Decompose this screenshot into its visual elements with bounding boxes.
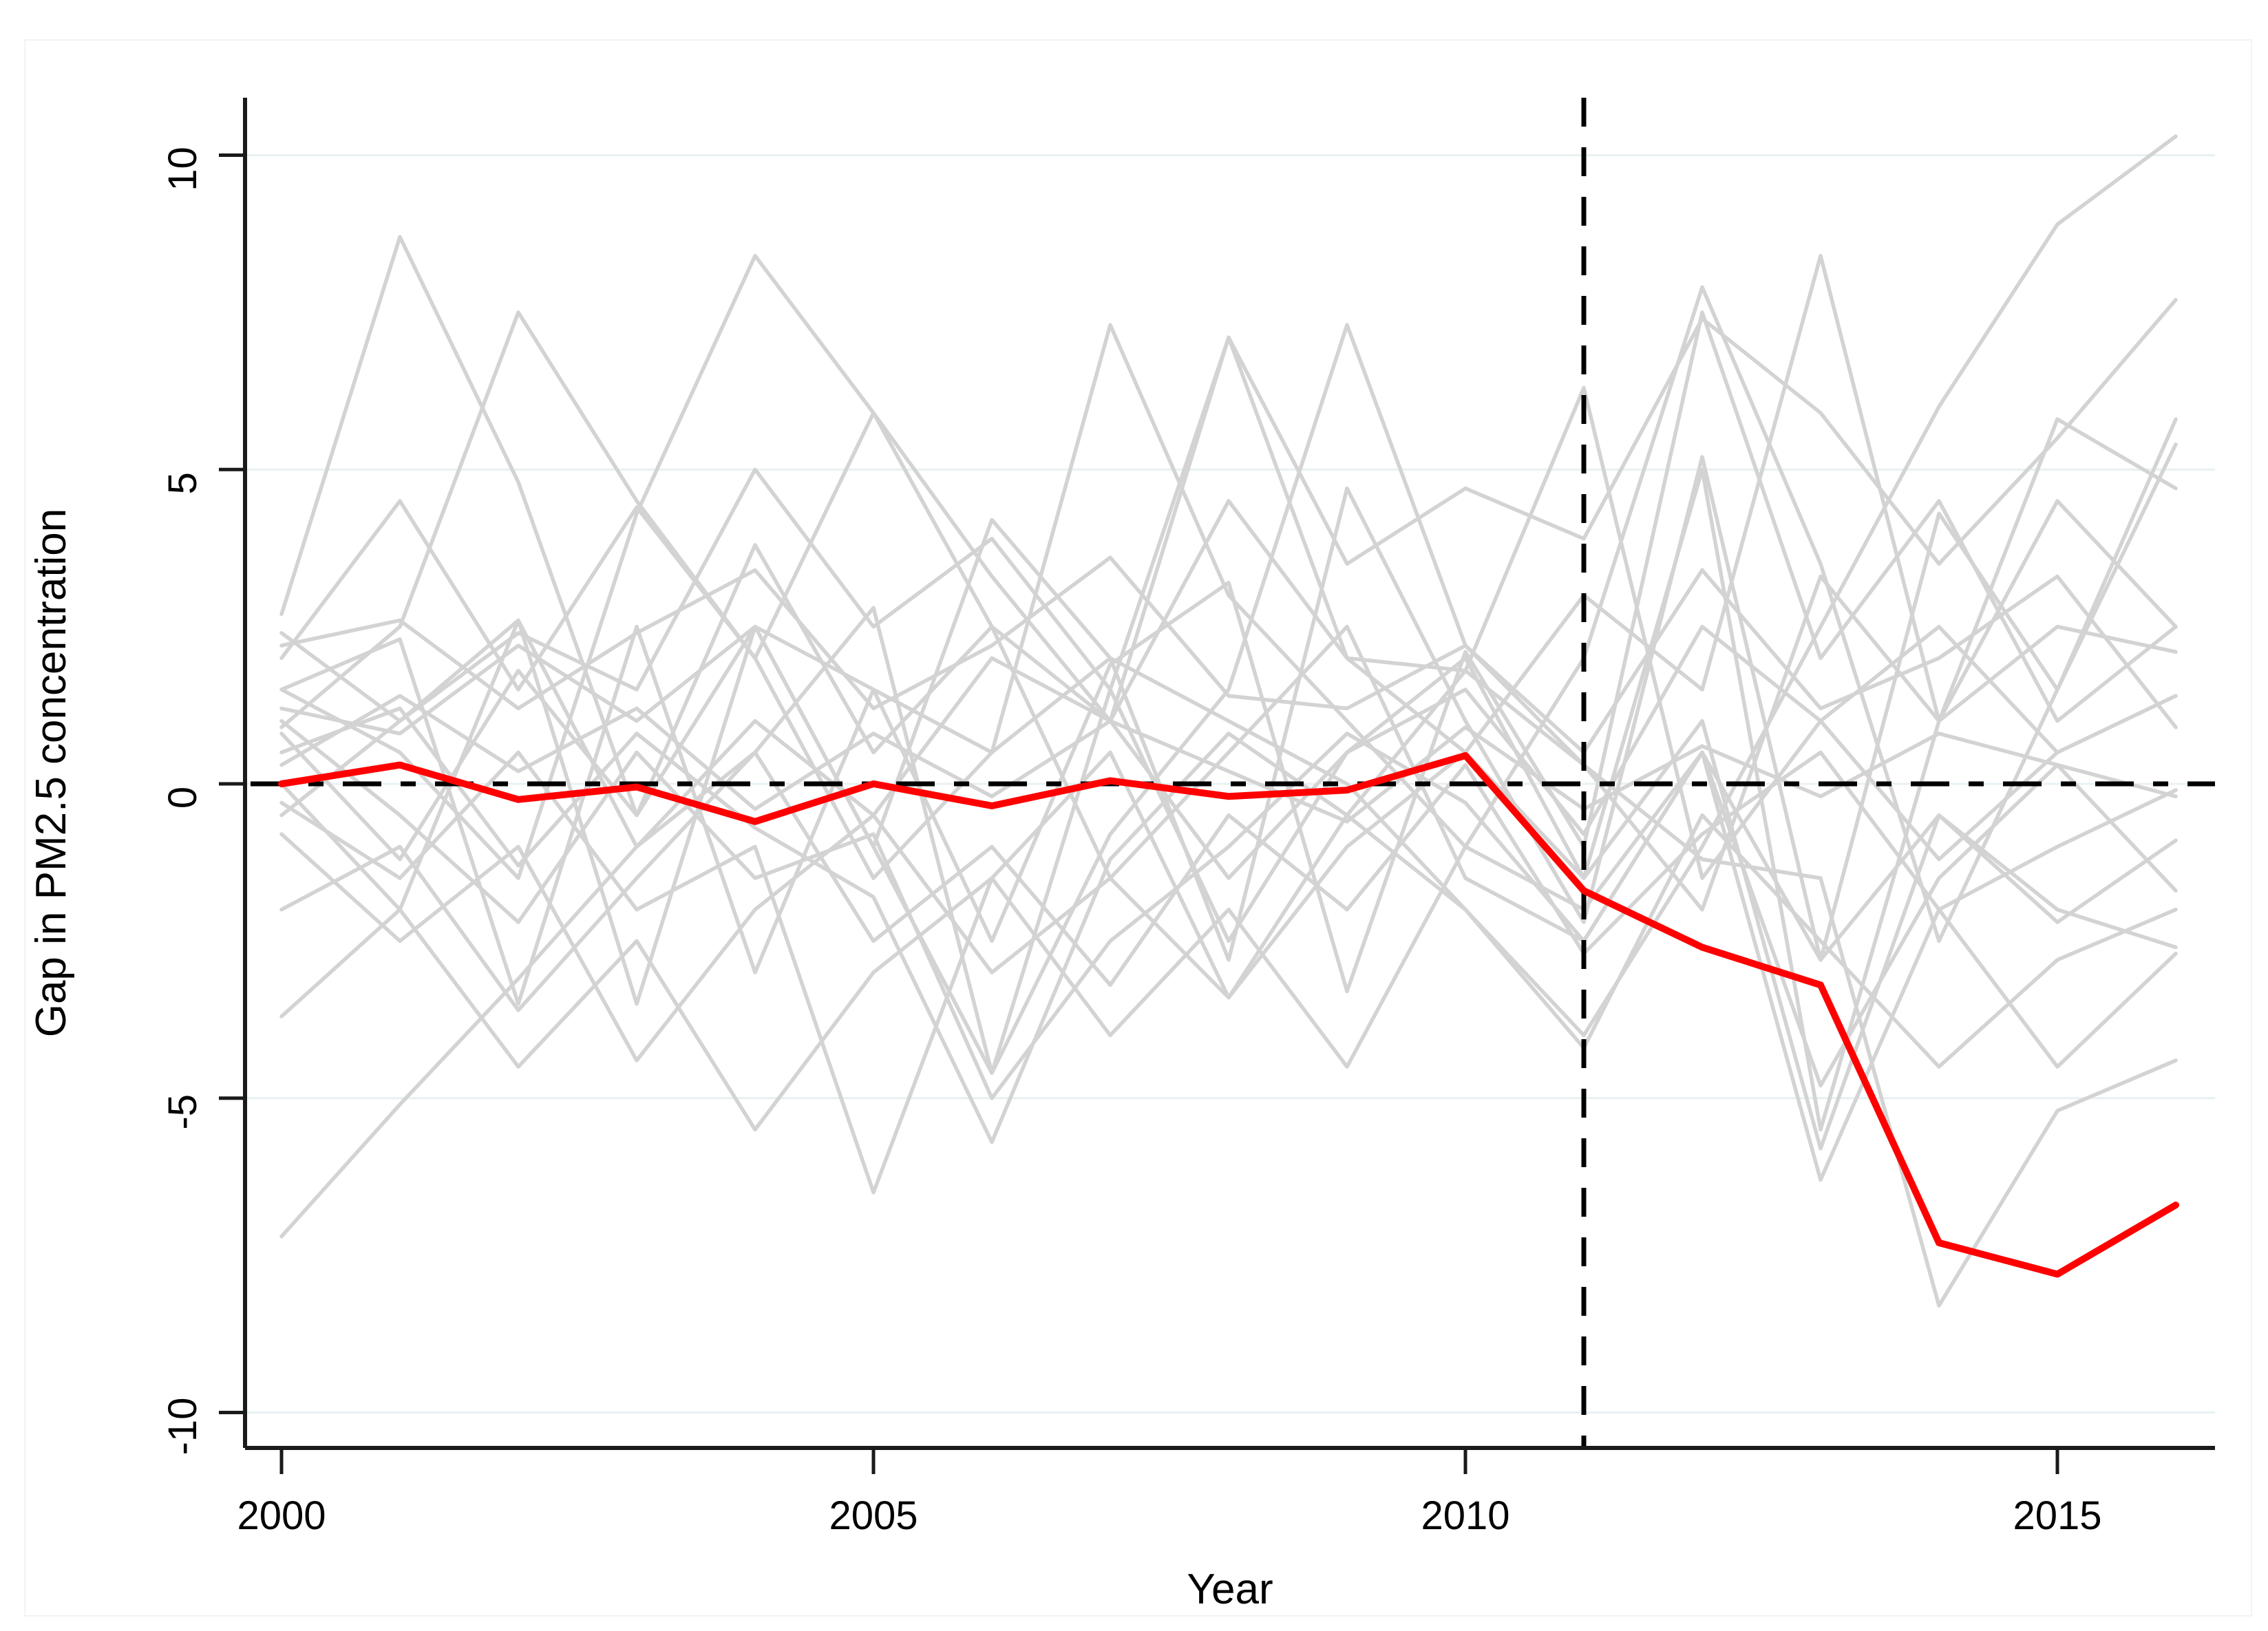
placebo-line: [279, 624, 2178, 1239]
y-tick-label: -10: [160, 1398, 205, 1456]
x-tick-label: 2005: [829, 1493, 918, 1538]
placebo-line: [279, 813, 2178, 1069]
placebo-line: [279, 543, 2178, 1182]
y-tick-label: -5: [160, 1094, 205, 1130]
placebo-line: [279, 134, 2178, 1038]
placebo-line: [279, 323, 2178, 1075]
x-axis-title: Year: [1187, 1566, 1273, 1613]
placebo-line: [279, 694, 2178, 824]
reference-lines-layer: [251, 98, 2215, 1448]
placebo-line: [279, 385, 2178, 880]
placebo-line: [279, 750, 2178, 1132]
placebo-line: [279, 555, 2178, 755]
axes-layer: [219, 98, 2215, 1474]
treated-line: [278, 751, 2179, 1278]
y-tick-label: 5: [160, 472, 205, 494]
y-tick-label: 10: [160, 147, 205, 191]
placebo-line: [279, 253, 2178, 818]
placebo-line: [279, 442, 2178, 1006]
placebo-line: [279, 750, 2178, 1012]
placebo-line: [279, 310, 2178, 1006]
treated-line-layer: [278, 751, 2179, 1278]
x-tick-label: 2000: [237, 1493, 326, 1538]
placebo-line: [279, 668, 2178, 1308]
grid-layer: [245, 154, 2215, 1414]
tick-labels-layer: 10 5 0 -5 -10 2000 2005 2010 2015: [160, 147, 2102, 1538]
placebo-line: [279, 718, 2178, 1100]
x-tick-label: 2010: [1421, 1493, 1509, 1538]
y-tick-label: 0: [160, 787, 205, 809]
placebo-line: [279, 235, 2178, 1132]
placebo-lines-layer: [279, 134, 2178, 1308]
x-tick-label: 2015: [2013, 1493, 2101, 1538]
y-axis-title: Gap in PM2.5 concentration: [28, 509, 75, 1038]
